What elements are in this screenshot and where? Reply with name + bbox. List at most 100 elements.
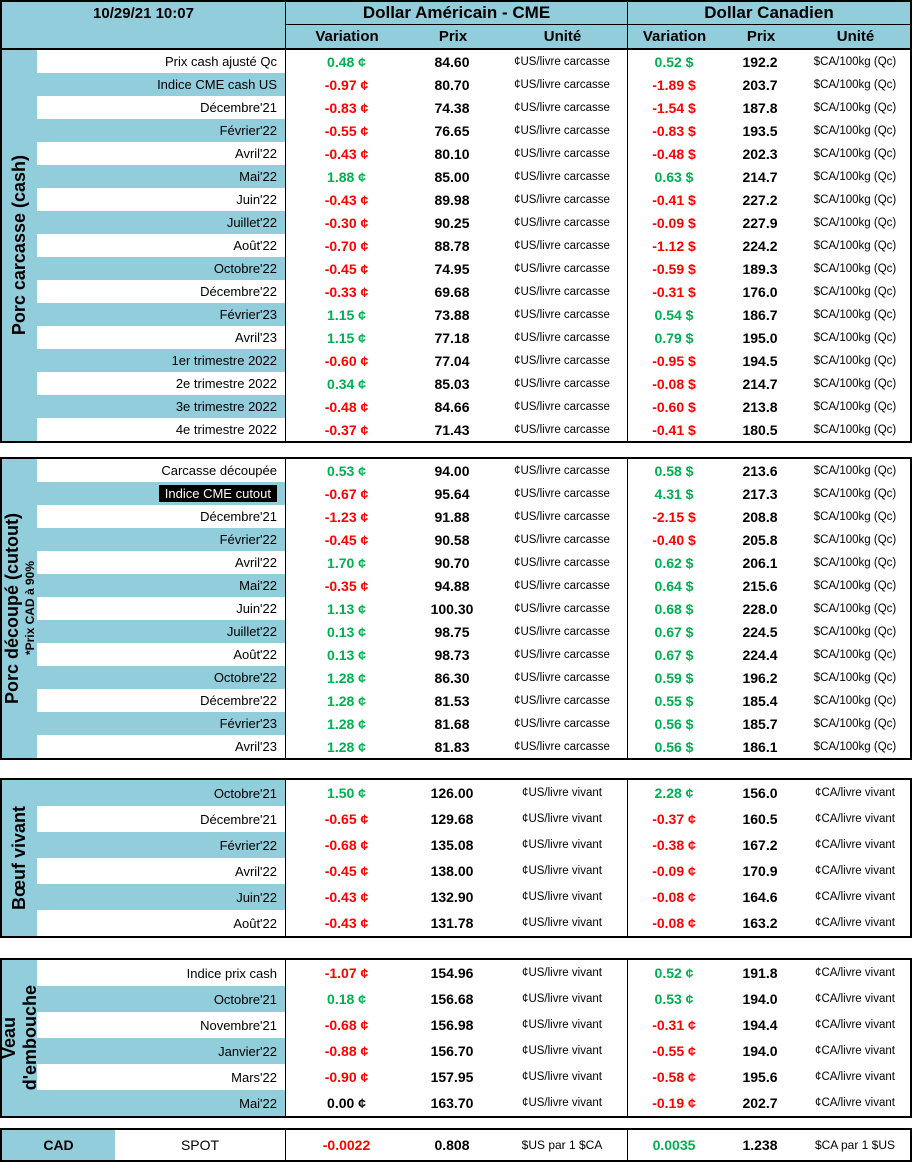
row-label-cell: Février'23 <box>37 712 285 735</box>
us-unite: ¢US/livre vivant <box>522 787 602 799</box>
us-unite: ¢US/livre carcasse <box>514 170 610 183</box>
row-label-cell: Mars'22 <box>37 1064 285 1090</box>
row-label-cell: Janvier'22 <box>37 1038 285 1064</box>
row-label: Indice prix cash <box>186 965 277 981</box>
row-label: Juillet'22 <box>226 215 277 230</box>
ca-unite: $CA/100kg (Qc) <box>813 694 897 707</box>
us-prix: 76.65 <box>434 122 470 139</box>
us-unite: ¢US/livre carcasse <box>514 78 610 91</box>
us-variation: -0.68 ¢ <box>285 1012 407 1038</box>
row-label: Août'22 <box>233 238 277 253</box>
us-variation: -0.67 ¢ <box>285 482 407 505</box>
us-unite: ¢US/livre carcasse <box>514 533 610 546</box>
ca-prix: 170.9 <box>742 863 778 879</box>
row-label: Février'23 <box>219 307 277 322</box>
ca-variation: -0.60 $ <box>627 395 720 418</box>
us-prix: 156.70 <box>430 1043 474 1059</box>
row-label: Décembre'22 <box>200 284 277 299</box>
ca-variation: -0.41 $ <box>627 418 720 441</box>
ca-unite: $CA/100kg (Qc) <box>813 423 897 436</box>
column-header-variation: Variation <box>642 28 707 45</box>
us-unite: ¢US/livre carcasse <box>514 487 610 500</box>
ca-unite: $CA/100kg (Qc) <box>813 625 897 638</box>
row-label-cell: Mai'22 <box>37 1090 285 1116</box>
us-variation: -0.43 ¢ <box>285 142 407 165</box>
us-variation: 1.28 ¢ <box>285 666 407 689</box>
ca-prix: 205.8 <box>742 531 778 548</box>
us-variation: -0.97 ¢ <box>285 73 407 96</box>
row-label: Janvier'22 <box>218 1043 277 1059</box>
us-unite: ¢US/livre carcasse <box>514 740 610 753</box>
us-prix: 135.08 <box>430 837 474 853</box>
row-label: Décembre'21 <box>200 811 277 827</box>
table-row: Juillet'22 -0.30 ¢ 90.25 ¢US/livre carcasse… <box>37 211 910 234</box>
us-prix: 156.68 <box>430 991 474 1007</box>
table-row: Février'22 -0.55 ¢ 76.65 ¢US/livre carcasse… <box>37 119 910 142</box>
us-unite: ¢US/livre vivant <box>522 917 602 929</box>
us-variation: 1.13 ¢ <box>285 597 407 620</box>
section-veau-embouche: Veau d'embouche Indice prix cash -1.07 ¢ 154… <box>0 958 912 1118</box>
us-unite: ¢US/livre carcasse <box>514 423 610 436</box>
row-label: Avril'22 <box>235 863 277 879</box>
row-label: Mai'22 <box>239 1095 277 1111</box>
row-label: Mai'22 <box>239 169 277 184</box>
ca-variation: -0.95 $ <box>627 349 720 372</box>
ca-unite: ¢CA/livre vivant <box>815 813 895 825</box>
us-prix: 94.00 <box>434 462 470 479</box>
ca-unite: $CA/100kg (Qc) <box>813 262 897 275</box>
ca-unite: $CA/100kg (Qc) <box>813 648 897 661</box>
us-unite: ¢US/livre carcasse <box>514 308 610 321</box>
us-variation: -0.60 ¢ <box>285 349 407 372</box>
us-variation: 0.18 ¢ <box>285 986 407 1012</box>
us-prix: 126.00 <box>430 785 474 801</box>
ca-variation: -1.12 $ <box>627 234 720 257</box>
ca-variation: 0.56 $ <box>627 735 720 758</box>
row-label: 3e trimestre 2022 <box>175 399 277 414</box>
ca-prix: 227.9 <box>742 214 778 231</box>
ca-group-title: Dollar Canadien <box>628 2 910 25</box>
ca-variation: 0.56 $ <box>627 712 720 735</box>
section-title-text: Porc découpé (cutout) <box>2 512 22 704</box>
ca-prix: 214.7 <box>742 375 778 392</box>
row-label-cell: Prix cash ajusté Qc <box>37 50 285 73</box>
sections-container: Porc carcasse (cash) Prix cash ajusté Qc 0… <box>0 48 912 1118</box>
table-row: Indice prix cash -1.07 ¢ 154.96 ¢US/livre v… <box>37 960 910 986</box>
us-variation: 0.13 ¢ <box>285 620 407 643</box>
column-header-unite: Unité <box>836 28 875 45</box>
us-prix: 81.68 <box>434 715 470 732</box>
row-label: Mars'22 <box>231 1069 277 1085</box>
section-rows: Carcasse découpée 0.53 ¢ 94.00 ¢US/livre ca… <box>37 459 910 758</box>
column-header-variation: Variation <box>315 28 379 45</box>
ca-prix: 189.3 <box>742 260 778 277</box>
ca-unite: $CA/100kg (Qc) <box>813 533 897 546</box>
section-title-veau-embouche: Veau d'embouche <box>0 960 40 1116</box>
us-prix: 74.38 <box>434 99 470 116</box>
ca-variation: 0.52 $ <box>627 50 720 73</box>
ca-prix: 214.7 <box>742 168 778 185</box>
us-unite: ¢US/livre carcasse <box>514 671 610 684</box>
ca-variation: 0.52 ¢ <box>627 960 720 986</box>
row-label: Octobre'22 <box>213 670 277 685</box>
ca-variation: 0.67 $ <box>627 643 720 666</box>
row-label-cell: Avril'23 <box>37 735 285 758</box>
table-row: 3e trimestre 2022 -0.48 ¢ 84.66 ¢US/livre c… <box>37 395 910 418</box>
table-row: Février'22 -0.45 ¢ 90.58 ¢US/livre carcasse… <box>37 528 910 551</box>
ca-prix: 160.5 <box>742 811 778 827</box>
row-label: Avril'22 <box>235 555 277 570</box>
row-label-cell: Juillet'22 <box>37 620 285 643</box>
row-label: Avril'22 <box>235 146 277 161</box>
row-label-cell: Indice CME cash US <box>37 73 285 96</box>
table-row: Octobre'21 1.50 ¢ 126.00 ¢US/livre vivant 2.… <box>37 780 910 806</box>
us-variation: 0.00 ¢ <box>285 1090 407 1116</box>
us-prix: 98.75 <box>434 623 470 640</box>
ca-variation: -0.55 ¢ <box>627 1038 720 1064</box>
ca-unite: $CA/100kg (Qc) <box>813 487 897 500</box>
section-title-text: Veau <box>0 1016 19 1060</box>
us-unite: ¢US/livre carcasse <box>514 124 610 137</box>
ca-prix: 186.1 <box>742 738 778 755</box>
ca-variation: -0.08 ¢ <box>627 884 720 910</box>
ca-variation: 2.28 ¢ <box>627 780 720 806</box>
table-row: Décembre'21 -0.65 ¢ 129.68 ¢US/livre vivant… <box>37 806 910 832</box>
ca-unite: $CA/100kg (Qc) <box>813 510 897 523</box>
row-label-cell: Mai'22 <box>37 574 285 597</box>
